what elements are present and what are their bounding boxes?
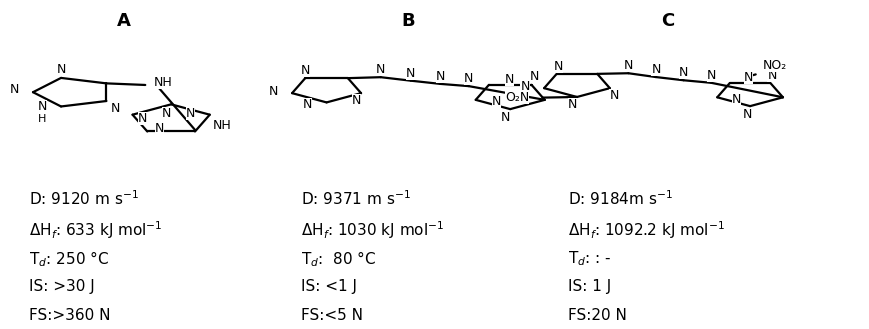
Text: NH: NH [154, 76, 173, 89]
Text: FS:20 N: FS:20 N [568, 308, 627, 323]
Text: N: N [186, 107, 196, 120]
Text: N: N [37, 100, 47, 113]
Text: N: N [155, 122, 164, 135]
Text: N: N [609, 89, 619, 102]
Text: N: N [568, 98, 577, 111]
Text: N: N [269, 85, 278, 98]
Text: N: N [501, 111, 511, 124]
Text: N: N [706, 69, 716, 82]
Text: N: N [110, 103, 120, 115]
Text: T$_d$:  80 °C: T$_d$: 80 °C [301, 249, 376, 269]
Text: D: 9120 m s$^{-1}$: D: 9120 m s$^{-1}$ [29, 190, 138, 208]
Text: $\Delta$H$_f$: 633 kJ mol$^{-1}$: $\Delta$H$_f$: 633 kJ mol$^{-1}$ [29, 219, 163, 241]
Text: C: C [661, 13, 674, 30]
Text: N: N [464, 72, 474, 85]
Text: $\Delta$H$_f$: 1092.2 kJ mol$^{-1}$: $\Delta$H$_f$: 1092.2 kJ mol$^{-1}$ [568, 219, 725, 241]
Text: N: N [376, 63, 385, 76]
Text: NO₂: NO₂ [763, 59, 786, 72]
Text: O₂N: O₂N [505, 91, 529, 104]
Text: N: N [732, 93, 741, 106]
Text: N: N [529, 70, 539, 83]
Text: N: N [492, 95, 501, 108]
Text: T$_d$: : -: T$_d$: : - [568, 249, 612, 268]
Text: N: N [406, 66, 415, 80]
Text: N: N [521, 80, 530, 93]
Text: IS: >30 J: IS: >30 J [29, 279, 95, 294]
Text: IS: 1 J: IS: 1 J [568, 279, 612, 294]
Text: $\Delta$H$_f$: 1030 kJ mol$^{-1}$: $\Delta$H$_f$: 1030 kJ mol$^{-1}$ [301, 219, 444, 241]
Text: IS: <1 J: IS: <1 J [301, 279, 356, 294]
Text: N: N [624, 60, 633, 72]
Text: T$_d$: 250 °C: T$_d$: 250 °C [29, 249, 109, 269]
Text: N: N [554, 60, 563, 73]
Text: NH: NH [212, 118, 231, 132]
Text: N: N [651, 63, 660, 76]
Text: H: H [38, 114, 46, 124]
Text: FS:<5 N: FS:<5 N [301, 308, 362, 323]
Text: FS:>360 N: FS:>360 N [29, 308, 110, 323]
Text: D: 9184m s$^{-1}$: D: 9184m s$^{-1}$ [568, 190, 673, 208]
Text: N: N [352, 94, 362, 107]
Text: N: N [435, 70, 445, 83]
Text: N: N [743, 108, 753, 121]
Text: N: N [138, 112, 148, 125]
Text: A: A [116, 13, 130, 30]
Text: N: N [505, 73, 514, 86]
Text: N: N [303, 98, 312, 112]
Text: N: N [301, 64, 310, 77]
Text: D: 9371 m s$^{-1}$: D: 9371 m s$^{-1}$ [301, 190, 410, 208]
Text: N: N [679, 66, 688, 79]
Text: N: N [767, 69, 777, 82]
Text: N: N [163, 107, 171, 120]
Text: B: B [401, 13, 415, 30]
Text: N: N [10, 83, 19, 96]
Text: N: N [744, 71, 753, 85]
Text: N: N [56, 63, 66, 76]
